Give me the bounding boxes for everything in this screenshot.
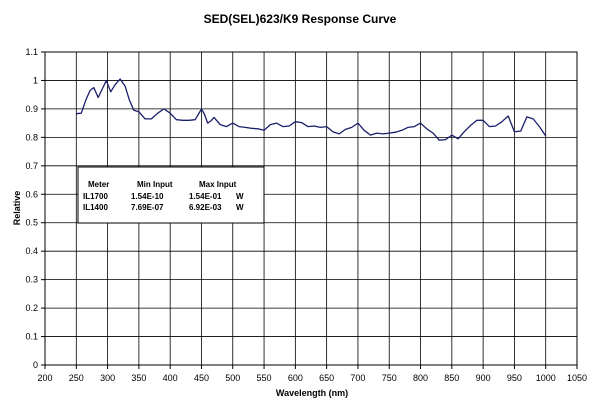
table-row1-unit: W	[236, 192, 244, 201]
y-axis-label: Relative	[12, 191, 22, 226]
y-tick-label: 0.2	[25, 303, 38, 313]
x-tick-label: 550	[257, 373, 272, 383]
x-tick-label: 750	[382, 373, 397, 383]
x-tick-label: 650	[319, 373, 334, 383]
x-tick-label: 950	[507, 373, 522, 383]
y-tick-label: 1	[33, 75, 38, 85]
table-header-min: Min Input	[137, 180, 173, 189]
chart-title: SED(SEL)623/K9 Response Curve	[204, 12, 397, 26]
y-tick-label: 0.6	[25, 189, 38, 199]
y-tick-label: 0.5	[25, 218, 38, 228]
x-tick-label: 450	[194, 373, 209, 383]
y-tick-label: 0.9	[25, 104, 38, 114]
x-tick-label: 250	[69, 373, 84, 383]
table-row2-max: 6.92E-03	[189, 203, 222, 212]
table-row1-meter: IL1700	[83, 192, 108, 201]
input-range-table: Meter Min Input Max Input IL1700 1.54E-1…	[77, 166, 265, 224]
response-series-line	[76, 78, 547, 141]
x-tick-label: 1050	[567, 373, 587, 383]
table-header-max: Max Input	[199, 180, 237, 189]
y-tick-label: 0.8	[25, 132, 38, 142]
table-row1-min: 1.54E-10	[131, 192, 164, 201]
y-tick-label: 0.1	[25, 332, 38, 342]
y-tick-label: 0.3	[25, 275, 38, 285]
table-row1-max: 1.54E-01	[189, 192, 222, 201]
table-header-meter: Meter	[88, 180, 109, 189]
x-tick-label: 400	[163, 373, 178, 383]
table-box	[77, 166, 265, 224]
x-tick-label: 600	[288, 373, 303, 383]
table-row2-unit: W	[236, 203, 244, 212]
y-tick-label: 0.7	[25, 161, 38, 171]
y-tick-label: 1.1	[25, 47, 38, 57]
table-row2-min: 7.69E-07	[131, 203, 164, 212]
x-tick-label: 800	[413, 373, 428, 383]
x-tick-label: 350	[131, 373, 146, 383]
x-tick-label: 500	[225, 373, 240, 383]
y-tick-labels: 0 0.1 0.2 0.3 0.4 0.5 0.6 0.7 0.8 0.9 1 1.1	[25, 47, 38, 370]
series-group	[76, 78, 547, 141]
table-row2-meter: IL1400	[83, 203, 108, 212]
x-tick-labels: 200 250 300 350 400 450 500 550 600 650 700 750 800 8…	[37, 373, 587, 383]
x-tick-label: 200	[37, 373, 52, 383]
x-axis-label: Wavelength (nm)	[276, 388, 348, 398]
x-tick-label: 300	[100, 373, 115, 383]
x-tick-label: 900	[476, 373, 491, 383]
y-tick-label: 0.4	[25, 246, 38, 256]
x-tick-label: 850	[444, 373, 459, 383]
y-tick-label: 0	[33, 360, 38, 370]
x-tick-label: 1000	[536, 373, 556, 383]
x-tick-label: 700	[350, 373, 365, 383]
